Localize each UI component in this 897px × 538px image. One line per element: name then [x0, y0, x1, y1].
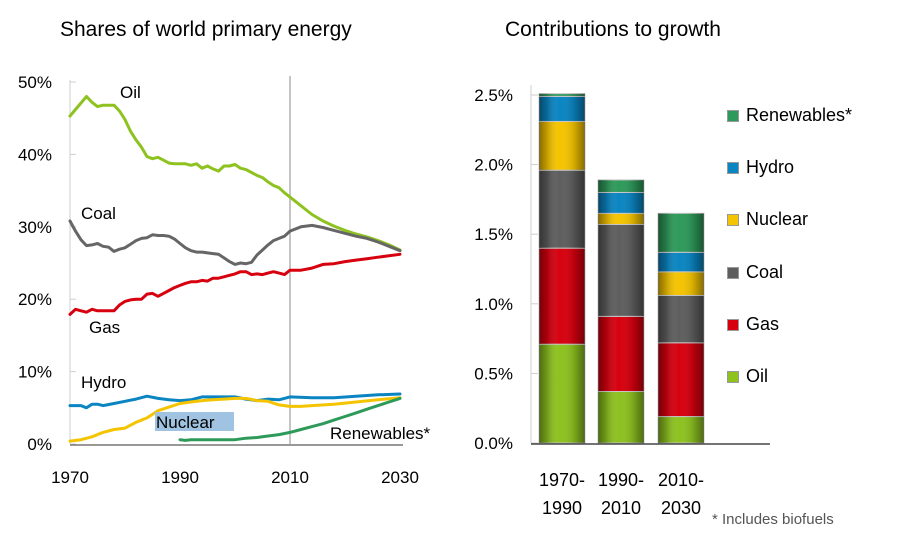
- bar-segment-hydro-1-shade: [539, 96, 585, 122]
- bar-chart-title: Contributions to growth: [505, 18, 721, 41]
- y-tick-label: 0%: [27, 435, 52, 454]
- annotation-oil: Oil: [120, 83, 141, 102]
- bar-category-label: 1970- 1990: [532, 466, 592, 522]
- y-tick-label: 40%: [18, 145, 52, 164]
- line-series-nuclear: [68, 396, 402, 443]
- bar-segment-nuclear-3-shade: [658, 271, 704, 296]
- legend-label: Oil: [746, 366, 768, 386]
- bar-y-tick-label: 0.5%: [474, 364, 513, 383]
- line-series-gas: [68, 252, 402, 316]
- legend-swatch: [727, 161, 739, 174]
- line-series-coal: [68, 219, 402, 266]
- bar-segment-coal-3-shade: [658, 295, 704, 343]
- bar-segment-oil-1-shade: [539, 344, 585, 443]
- annotation-hydro: Hydro: [81, 373, 126, 392]
- y-tick-label: 30%: [18, 218, 52, 237]
- annotation-nuclear-highlight: [155, 412, 234, 431]
- legend-swatch: [727, 318, 739, 331]
- y-tick-label: 50%: [18, 73, 52, 92]
- line-chart-title: Shares of world primary energy: [60, 18, 352, 41]
- bar-y-tick-label: 1.0%: [474, 295, 513, 314]
- legend-label: Renewables*: [746, 105, 853, 125]
- annotation-nuclear: Nuclear: [156, 413, 215, 432]
- legend-swatch: [727, 266, 739, 279]
- bar-segment-coal-1-shade: [539, 170, 585, 249]
- bar-y-tick-label: 0.0%: [474, 434, 513, 453]
- legend-swatch: [727, 213, 739, 226]
- bar-category-label-line: 1990: [541, 498, 583, 518]
- bar-segment-gas-3-shade: [658, 342, 704, 417]
- y-tick-label: 20%: [18, 290, 52, 309]
- footnote: * Includes biofuels: [712, 511, 834, 528]
- legend-label: Hydro: [746, 157, 795, 177]
- bar-segment-gas-1-shade: [539, 248, 585, 345]
- bar-segment-oil-2-shade: [598, 391, 644, 443]
- x-tick-label: 2010: [271, 468, 309, 487]
- annotation-gas: Gas: [89, 318, 120, 337]
- line-series-renewables: [178, 396, 402, 442]
- legend-item-nuclear: Nuclear: [727, 209, 808, 230]
- bar-segment-renewables-2-shade: [598, 179, 644, 193]
- x-tick-label: 2030: [381, 468, 419, 487]
- bar-segment-oil-3-shade: [658, 416, 704, 443]
- bar-category-label: 1990- 2010: [591, 466, 651, 522]
- annotation-renewables: Renewables*: [330, 424, 431, 443]
- y-tick-label: 10%: [18, 363, 52, 382]
- stacked-bar-chart: 0.0% 0.5% 1.0% 1.5% 2.0% 2.5%: [474, 85, 770, 453]
- legend-item-oil: Oil: [727, 366, 768, 387]
- line-series-hydro: [68, 392, 402, 410]
- bar-segment-gas-2-shade: [598, 316, 644, 392]
- bar-segment-hydro-3-shade: [658, 252, 704, 272]
- bar-segment-coal-2-shade: [598, 224, 644, 317]
- bar-segment-hydro-2-shade: [598, 192, 644, 214]
- bar-y-tick-label: 2.0%: [474, 156, 513, 175]
- legend-label: Nuclear: [746, 209, 809, 229]
- bar-segment-nuclear-2-shade: [598, 213, 644, 225]
- bar-segment-renewables-1-shade: [539, 93, 585, 97]
- legend-item-gas: Gas: [727, 314, 779, 335]
- bar-segment-renewables-3-shade: [658, 213, 704, 253]
- bar-category-label-line: 2010-: [657, 470, 705, 490]
- x-tick-label: 1970: [51, 468, 89, 487]
- legend-swatch: [727, 370, 739, 383]
- legend-label: Gas: [746, 314, 780, 334]
- bar-category-label: 2010- 2030: [651, 466, 711, 522]
- bar-y-tick-label: 2.5%: [474, 86, 513, 105]
- bar-category-label-line: 1970-: [538, 470, 586, 490]
- legend-item-renewables: Renewables*: [727, 105, 852, 126]
- line-series-oil: [68, 95, 402, 252]
- legend-item-hydro: Hydro: [727, 157, 794, 178]
- bar-category-label-line: 2010: [600, 498, 642, 518]
- legend-item-coal: Coal: [727, 262, 783, 283]
- bar-segment-nuclear-1-shade: [539, 121, 585, 171]
- legend-label: Coal: [746, 262, 784, 282]
- bar-y-tick-label: 1.5%: [474, 225, 513, 244]
- line-chart: 0% 10% 20% 30% 40% 50% 1970 1990 2010 2030 Oil Coal…: [18, 73, 431, 487]
- annotation-coal: Coal: [81, 204, 116, 223]
- bar-category-label-line: 1990-: [597, 470, 645, 490]
- bar-category-label-line: 2030: [660, 498, 702, 518]
- x-tick-label: 1990: [161, 468, 199, 487]
- legend-swatch: [727, 109, 739, 122]
